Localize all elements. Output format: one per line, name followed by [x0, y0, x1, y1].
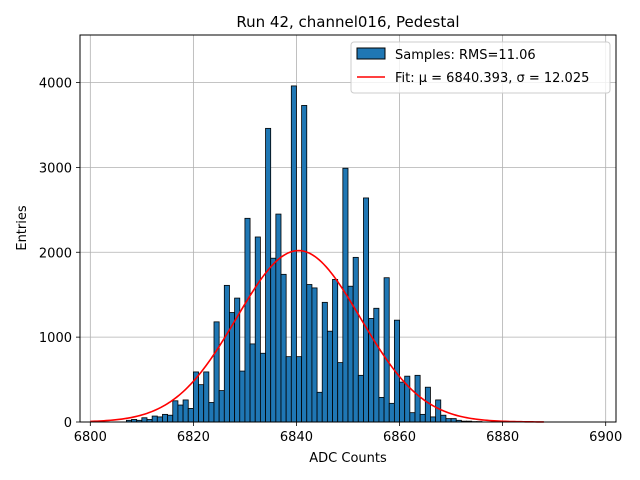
chart-title: Run 42, channel016, Pedestal — [236, 13, 459, 31]
histogram-bar — [388, 402, 395, 423]
histogram-bar — [363, 197, 370, 423]
histogram-bar — [332, 279, 339, 423]
gaussian-fit-curve — [90, 249, 544, 423]
histogram-bar — [306, 284, 313, 423]
histogram-bar — [218, 390, 225, 423]
histogram-bar — [301, 105, 308, 423]
histogram-bar — [337, 362, 344, 423]
legend-fit-label: Fit: μ = 6840.393, σ = 12.025 — [395, 71, 589, 86]
x-tick-label: 6860 — [383, 430, 416, 445]
histogram-bar — [249, 343, 256, 423]
histogram-bar — [254, 236, 261, 423]
x-tick-label: 6900 — [589, 430, 622, 445]
legend-box — [350, 41, 611, 94]
histogram-bar — [285, 356, 292, 423]
histogram-bar — [208, 402, 215, 423]
x-tick-label: 6820 — [177, 430, 210, 445]
histogram-bar — [414, 374, 421, 423]
x-tick-label: 6800 — [74, 430, 107, 445]
x-axis-label: ADC Counts — [309, 451, 387, 466]
histogram-bars — [125, 85, 483, 423]
y-axis-label: Entries — [15, 205, 30, 251]
histogram-bar — [172, 400, 179, 423]
histogram-bar — [239, 370, 246, 423]
y-tick-label: 0 — [64, 416, 72, 431]
histogram-bar — [198, 384, 205, 423]
histogram-bar — [321, 301, 328, 423]
histogram-bar — [223, 284, 230, 423]
histogram-bar — [259, 352, 266, 423]
histogram-bar — [187, 408, 194, 423]
histogram-bar — [167, 414, 174, 423]
x-tick-label: 6840 — [280, 430, 313, 445]
histogram-bar — [419, 413, 426, 423]
axis-ticks: 6800 6820 6840 6860 6880 6900 0 1000 2000 3000 400… — [39, 77, 622, 445]
y-tick-label: 2000 — [39, 246, 72, 261]
plot-frame — [79, 34, 617, 423]
fit-curve-layer — [90, 249, 544, 423]
y-tick-label: 3000 — [39, 161, 72, 176]
histogram-bar — [383, 277, 390, 423]
histogram-bar — [203, 371, 210, 423]
histogram-bar — [399, 381, 406, 423]
histogram-bar — [244, 217, 251, 423]
histogram-bar — [141, 417, 148, 423]
histogram-bar — [326, 330, 333, 423]
histogram-bar — [445, 418, 452, 423]
histogram-bar — [296, 356, 303, 423]
legend-histogram-swatch — [356, 47, 386, 60]
histogram-bar — [430, 416, 437, 423]
histogram-bar — [177, 404, 184, 423]
histogram-bar — [151, 415, 158, 423]
histogram-bar — [265, 127, 272, 423]
histogram-bar — [352, 256, 359, 423]
histogram-bar — [373, 307, 380, 423]
histogram-bar — [378, 396, 385, 423]
x-tick-label: 6880 — [486, 430, 519, 445]
histogram-bar — [270, 257, 277, 423]
histogram-bar — [440, 414, 447, 423]
histogram-bar — [280, 273, 287, 423]
y-tick-label: 4000 — [39, 77, 72, 92]
histogram-bar — [182, 399, 189, 423]
histogram-bar — [347, 285, 354, 423]
legend-histogram-label: Samples: RMS=11.06 — [395, 48, 536, 63]
histogram-bar — [162, 413, 169, 423]
histogram-bar — [290, 85, 297, 423]
legend: Samples: RMS=11.06 Fit: μ = 6840.393, σ … — [350, 41, 611, 94]
y-tick-label: 1000 — [39, 331, 72, 346]
histogram-bar — [213, 321, 220, 423]
histogram-bar — [435, 399, 442, 423]
histogram-bar — [311, 287, 318, 423]
histogram-bar — [275, 213, 282, 423]
histogram-bar — [156, 416, 163, 423]
histogram-bar — [409, 412, 416, 423]
histogram-bar — [450, 418, 457, 423]
histogram-bar — [316, 391, 323, 423]
histogram-bar — [357, 374, 364, 423]
